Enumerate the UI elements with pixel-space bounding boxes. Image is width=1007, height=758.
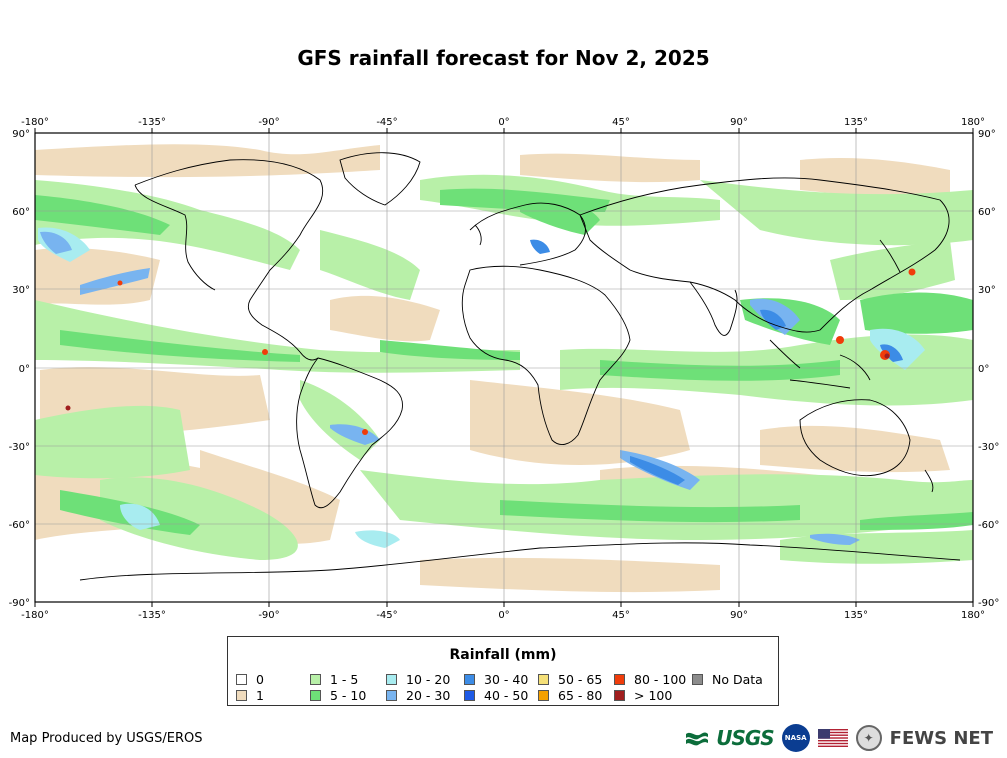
legend-swatch [692, 674, 703, 685]
lat-label-right: -60° [978, 520, 999, 531]
lon-label-top: 0° [498, 117, 509, 128]
lon-label-top: -90° [258, 117, 279, 128]
legend-item: > 100 [614, 688, 672, 703]
usgs-wave-icon [686, 732, 709, 746]
legend-item: 10 - 20 [386, 672, 450, 687]
map-credit: Map Produced by USGS/EROS [10, 731, 203, 746]
legend-item: 40 - 50 [464, 688, 528, 703]
legend-swatch [464, 674, 475, 685]
legend-item: 20 - 30 [386, 688, 450, 703]
coastlines [79, 152, 961, 581]
legend-item: 5 - 10 [310, 688, 366, 703]
fews-net-logo: FEWS NET [889, 727, 993, 749]
legend-swatch [386, 690, 397, 701]
lat-label-right: 90° [978, 129, 996, 140]
lat-label-right: 0° [978, 364, 989, 375]
legend-label: 1 [256, 688, 264, 703]
legend-item: No Data [692, 672, 763, 687]
nasa-logo: NASA [781, 724, 810, 752]
lon-label-top: 45° [612, 117, 630, 128]
legend-item: 65 - 80 [538, 688, 602, 703]
legend-label: 50 - 65 [558, 672, 603, 687]
legend-label: > 100 [634, 688, 673, 703]
lon-label-bottom: 135° [844, 610, 868, 620]
lon-label-bottom: 180° [961, 610, 985, 620]
lon-label-top: 135° [844, 117, 868, 128]
legend-swatch [538, 674, 549, 685]
lat-label-left: -30° [9, 442, 30, 453]
state-department-seal-icon: ✦ [855, 725, 882, 751]
lat-label-right: -30° [978, 442, 999, 453]
rainfall-layer [35, 144, 973, 593]
legend-swatch [614, 690, 625, 701]
legend: Rainfall (mm) 0 1 1 - 5 5 - 10 10 - 20 2… [227, 636, 779, 706]
legend-swatch [310, 690, 321, 701]
lon-label-bottom: 90° [730, 610, 748, 620]
legend-item: 0 [236, 672, 264, 687]
lon-label-bottom: -180° [21, 610, 49, 620]
us-flag-icon [817, 729, 848, 747]
usgs-logo: USGS [716, 726, 774, 750]
lat-label-left: 60° [12, 207, 30, 218]
lon-label-top: 90° [730, 117, 748, 128]
lat-label-left: -60° [9, 520, 30, 531]
lon-label-top: -180° [21, 117, 49, 128]
lat-label-left: 30° [12, 285, 30, 296]
lon-label-bottom: -90° [258, 610, 279, 620]
legend-label: 20 - 30 [406, 688, 451, 703]
lat-label-left: 90° [12, 129, 30, 140]
legend-title: Rainfall (mm) [449, 647, 557, 663]
lat-label-left: -90° [9, 598, 30, 609]
legend-label: 30 - 40 [484, 672, 529, 687]
lon-label-top: -45° [376, 117, 397, 128]
legend-item: 1 - 5 [310, 672, 358, 687]
lon-label-bottom: -135° [138, 610, 166, 620]
legend-label: 10 - 20 [406, 672, 451, 687]
legend-swatch [310, 674, 321, 685]
legend-item: 1 [236, 688, 264, 703]
rainfall-map: -180° -135° -90° -45° 0° 45° 90° 135° 18… [9, 117, 1000, 620]
legend-label: No Data [712, 672, 763, 687]
legend-label: 65 - 80 [558, 688, 603, 703]
lon-label-bottom: 45° [612, 610, 630, 620]
lat-label-right: 60° [978, 207, 996, 218]
legend-swatch [614, 674, 625, 685]
legend-label: 5 - 10 [330, 688, 367, 703]
legend-item: 30 - 40 [464, 672, 528, 687]
legend-label: 80 - 100 [634, 672, 687, 687]
legend-swatch [538, 690, 549, 701]
legend-label: 1 - 5 [330, 672, 359, 687]
logo-strip: USGS NASA ✦ FEWS NET [686, 722, 993, 754]
lat-label-right: -90° [978, 598, 999, 609]
lat-label-right: 30° [978, 285, 996, 296]
legend-item: 50 - 65 [538, 672, 602, 687]
legend-swatch [236, 690, 247, 701]
legend-label: 40 - 50 [484, 688, 529, 703]
legend-swatch [386, 674, 397, 685]
legend-item: 80 - 100 [614, 672, 686, 687]
legend-label: 0 [256, 672, 264, 687]
legend-swatch [464, 690, 475, 701]
map-title: GFS rainfall forecast for Nov 2, 2025 [297, 46, 710, 70]
lon-label-top: -135° [138, 117, 166, 128]
lat-label-left: 0° [19, 364, 30, 375]
lon-label-top: 180° [961, 117, 985, 128]
lon-label-bottom: 0° [498, 610, 509, 620]
legend-swatch [236, 674, 247, 685]
lon-label-bottom: -45° [376, 610, 397, 620]
